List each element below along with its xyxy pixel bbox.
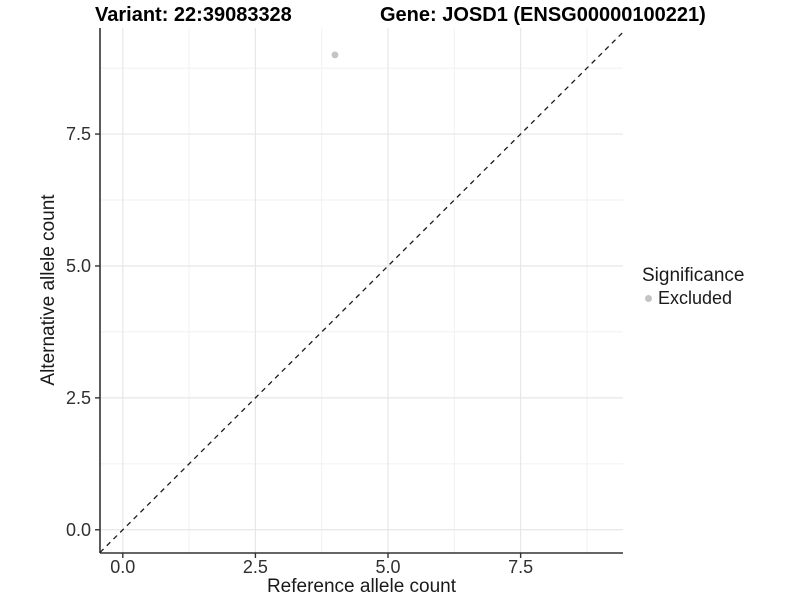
x-tick-label: 7.5 bbox=[508, 557, 534, 577]
y-tick-label: 5.0 bbox=[65, 255, 91, 276]
identity-dashed-line bbox=[99, 31, 624, 553]
legend-item-label: Excluded bbox=[658, 288, 733, 308]
legend-item-excluded: Excluded bbox=[640, 287, 744, 309]
data-point-excluded bbox=[331, 51, 339, 59]
plot-title-variant: Variant: 22:39083328 bbox=[95, 4, 292, 26]
legend: Significance Excluded bbox=[640, 265, 744, 309]
x-tick-label: 2.5 bbox=[242, 557, 268, 577]
y-tick-label: 0.0 bbox=[65, 519, 91, 540]
x-tick-label: 5.0 bbox=[375, 557, 401, 577]
y-tick-label: 7.5 bbox=[65, 124, 91, 145]
y-tick-label: 2.5 bbox=[65, 387, 91, 408]
x-axis-title: Reference allele count bbox=[266, 576, 457, 597]
legend-title: Significance bbox=[642, 265, 745, 286]
plot-title-gene: Gene: JOSD1 (ENSG00000100221) bbox=[380, 4, 706, 26]
y-axis-title: Alternative allele count bbox=[38, 194, 59, 386]
x-tick-label: 0.0 bbox=[110, 557, 136, 577]
excluded-point-icon bbox=[645, 294, 652, 302]
